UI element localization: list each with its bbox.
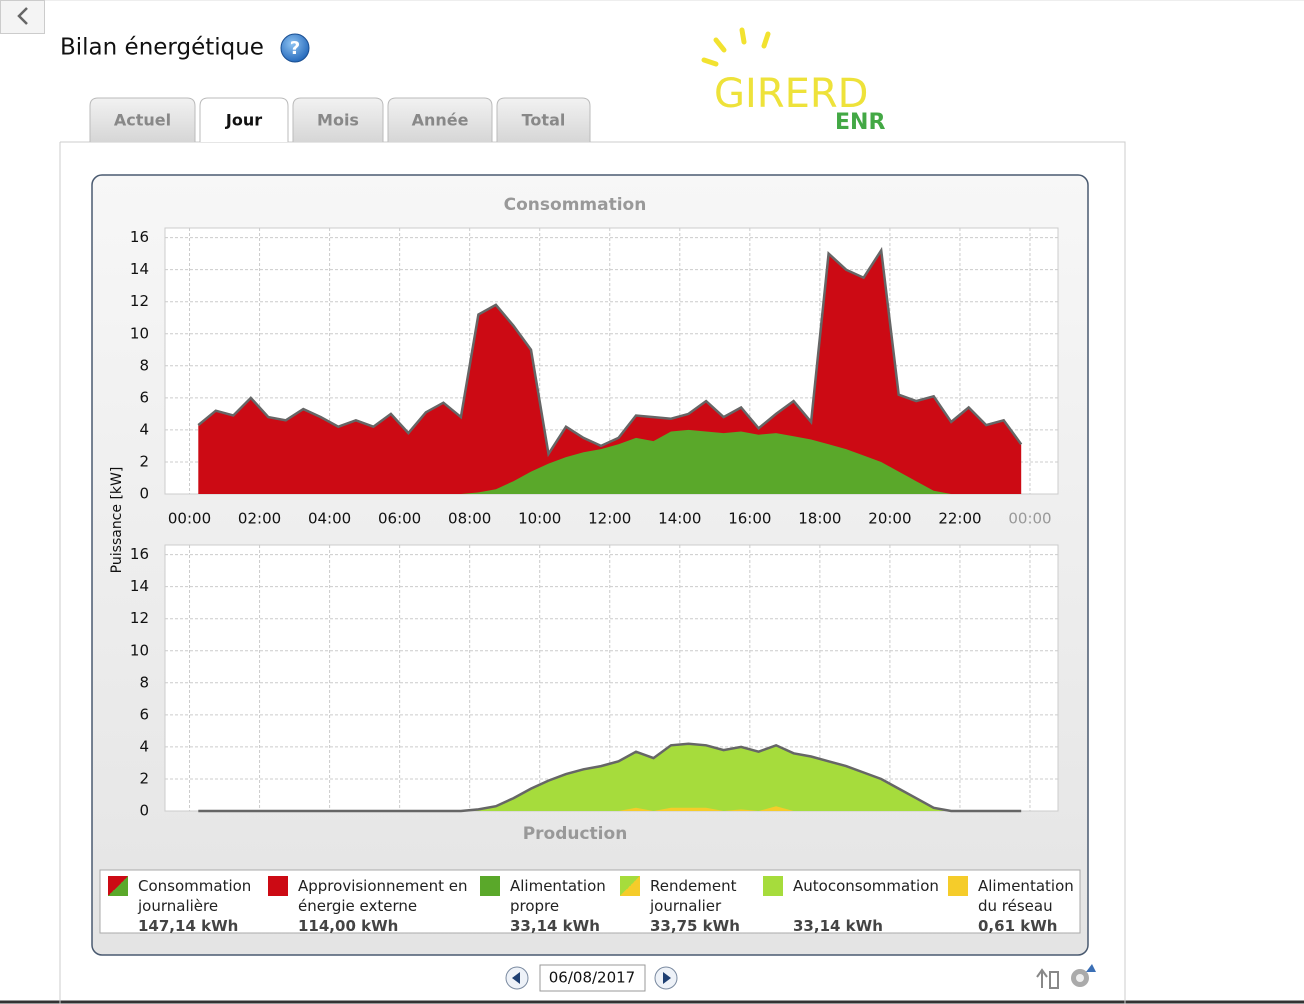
x-tick-label: 14:00 xyxy=(658,510,701,528)
legend-total: 33,14 kWh xyxy=(510,917,600,935)
tab-label: Jour xyxy=(225,111,262,130)
export-icon[interactable] xyxy=(1036,968,1059,989)
back-button[interactable] xyxy=(0,0,45,34)
logo-sun xyxy=(701,27,771,67)
tab[interactable] xyxy=(496,97,591,142)
logo-sub: ENR xyxy=(835,110,885,135)
tab[interactable] xyxy=(89,97,196,142)
logo-name: GIRERD xyxy=(714,71,868,117)
legend-swatch xyxy=(620,876,640,896)
tab[interactable] xyxy=(199,97,289,142)
legend-label: Rendement journalier xyxy=(650,877,737,915)
y-tick-label: 10 xyxy=(130,641,149,659)
x-tick-label: 10:00 xyxy=(518,510,561,528)
area xyxy=(198,250,1022,494)
help-icon[interactable]: ? xyxy=(280,33,310,63)
x-tick-label: 04:00 xyxy=(308,510,351,528)
legend: Consommation journalière 147,14 kWh Approv… xyxy=(100,870,1080,936)
y-tick-label: 6 xyxy=(139,388,149,406)
tab-label: Année xyxy=(412,111,469,130)
y-tick-label: 12 xyxy=(130,292,149,310)
chart-title: Consommation xyxy=(504,195,647,215)
y-tick-label: 8 xyxy=(139,356,149,374)
area xyxy=(198,743,1022,811)
y-tick-label: 12 xyxy=(130,609,149,627)
y-tick-label: 14 xyxy=(130,577,149,595)
prev-button[interactable] xyxy=(505,966,529,990)
legend-label: Consommation journalière xyxy=(138,877,252,915)
y-tick-label: 0 xyxy=(139,802,149,820)
legend-item: Rendement journalier 33,75 kWh xyxy=(620,876,742,936)
svg-text:?: ? xyxy=(290,38,300,59)
legend-item: Autoconsommation 33,14 kWh xyxy=(763,876,943,936)
legend-swatch xyxy=(480,876,500,896)
date-text: 06/08/2017 xyxy=(549,969,635,987)
legend-label: Approvisionnement en énergie externe xyxy=(298,877,468,915)
chart-title: Production xyxy=(523,824,628,844)
tab[interactable] xyxy=(292,97,384,142)
legend-swatch xyxy=(108,876,128,896)
y-tick-label: 2 xyxy=(139,769,149,787)
legend-item: Consommation journalière 147,14 kWh xyxy=(108,876,253,936)
y-tick-label: 6 xyxy=(139,705,149,723)
tab-label: Total xyxy=(522,111,566,130)
back-icon xyxy=(17,7,28,25)
legend-label: Autoconsommation xyxy=(793,877,939,895)
x-tick-label: 22:00 xyxy=(938,510,981,528)
x-tick-label: 16:00 xyxy=(728,510,771,528)
y-tick-label: 16 xyxy=(130,228,149,246)
x-tick-label: 12:00 xyxy=(588,510,631,528)
tab[interactable] xyxy=(387,97,493,142)
legend-swatch xyxy=(268,876,288,896)
legend-total: 33,75 kWh xyxy=(650,917,740,935)
series-line xyxy=(197,246,1023,458)
x-tick-label: 06:00 xyxy=(378,510,421,528)
y-tick-label: 4 xyxy=(139,420,149,438)
y-tick-label: 8 xyxy=(139,673,149,691)
tab-label: Actuel xyxy=(114,111,171,130)
legend-total: 147,14 kWh xyxy=(138,917,239,935)
y-tick-label: 0 xyxy=(139,485,149,503)
y-tick-label: 10 xyxy=(130,324,149,342)
legend-swatch xyxy=(763,876,783,896)
legend-total: 0,61 kWh xyxy=(978,917,1058,935)
y-axis-label: Puissance [kW] xyxy=(109,467,125,574)
legend-item: Alimentation propre 33,14 kWh xyxy=(480,876,610,936)
legend-total: 33,14 kWh xyxy=(793,917,883,935)
legend-label: Alimentation du réseau xyxy=(978,877,1074,915)
date-field[interactable] xyxy=(539,964,646,992)
legend-label: Alimentation propre xyxy=(510,877,606,915)
y-tick-label: 2 xyxy=(139,452,149,470)
legend-box xyxy=(99,869,1081,934)
x-tick-label: 00:00 xyxy=(1008,510,1051,528)
settings-icon[interactable] xyxy=(1071,964,1096,987)
x-tick-label: 20:00 xyxy=(868,510,911,528)
tab-label: Mois xyxy=(317,111,359,130)
legend-total: 114,00 kWh xyxy=(298,917,399,935)
series-line xyxy=(198,742,1022,813)
area xyxy=(198,429,1022,494)
x-tick-label: 18:00 xyxy=(798,510,841,528)
legend-item: Alimentation du réseau 0,61 kWh xyxy=(948,876,1074,936)
legend-swatch xyxy=(948,876,968,896)
x-tick-label: 08:00 xyxy=(448,510,491,528)
legend-item: Approvisionnement en énergie externe 114,… xyxy=(268,876,473,936)
x-tick-label: 02:00 xyxy=(238,510,281,528)
y-tick-label: 14 xyxy=(130,260,149,278)
y-tick-label: 16 xyxy=(130,545,149,563)
y-tick-label: 4 xyxy=(139,737,149,755)
next-button[interactable] xyxy=(654,966,678,990)
x-tick-label: 00:00 xyxy=(168,510,211,528)
page-title: Bilan énergétique xyxy=(60,35,264,61)
